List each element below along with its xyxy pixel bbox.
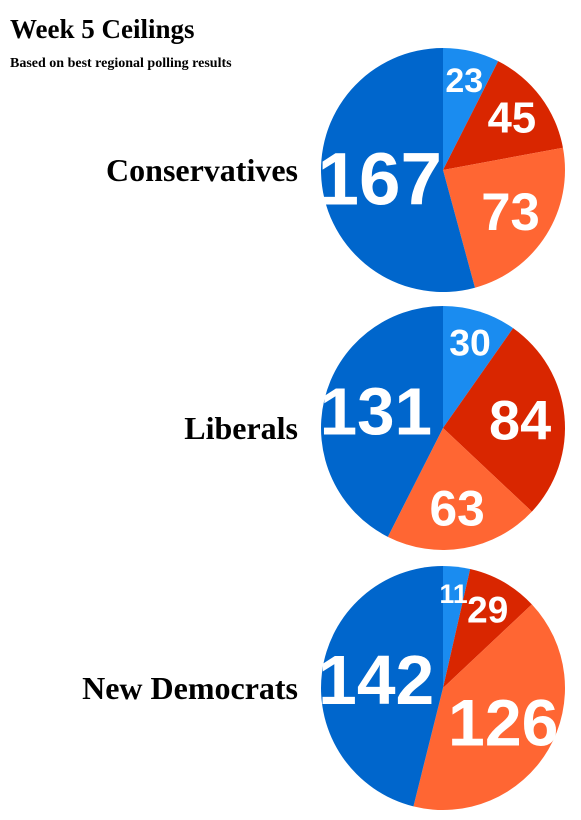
pie-slice: [443, 306, 514, 428]
data-label: 23: [445, 62, 483, 100]
data-label: 131: [320, 374, 432, 449]
data-label: 11: [440, 579, 468, 609]
pie-slice: [320, 48, 475, 292]
pie-slice: [387, 428, 532, 550]
data-label: 84: [489, 389, 551, 452]
pie: [321, 566, 565, 810]
pie-slice: [443, 61, 563, 170]
pie-slice: [321, 566, 443, 807]
pie-slice: [320, 306, 443, 537]
pie-slice: [443, 569, 532, 688]
chart-title: Week 5 Ceilings: [10, 14, 195, 44]
pie-title: Liberals: [184, 410, 298, 446]
pie-slice: [413, 604, 565, 810]
data-label: 167: [317, 136, 441, 220]
data-label: 45: [488, 94, 536, 142]
data-label: 29: [467, 589, 508, 630]
pie: [320, 48, 565, 292]
data-label: 126: [448, 686, 558, 760]
pie-slice: [443, 48, 499, 170]
data-label: 73: [481, 183, 540, 242]
data-label: 30: [449, 321, 491, 363]
data-label: 63: [430, 481, 485, 537]
pie: [320, 306, 565, 550]
pie-slice: [443, 147, 565, 288]
pie-slice: [443, 566, 471, 688]
pie-title: Conservatives: [106, 152, 298, 188]
pie-slice: [443, 328, 565, 512]
data-label: 142: [318, 641, 434, 719]
chart-subtitle: Based on best regional polling results: [10, 56, 232, 71]
pie-title: New Democrats: [82, 670, 298, 706]
